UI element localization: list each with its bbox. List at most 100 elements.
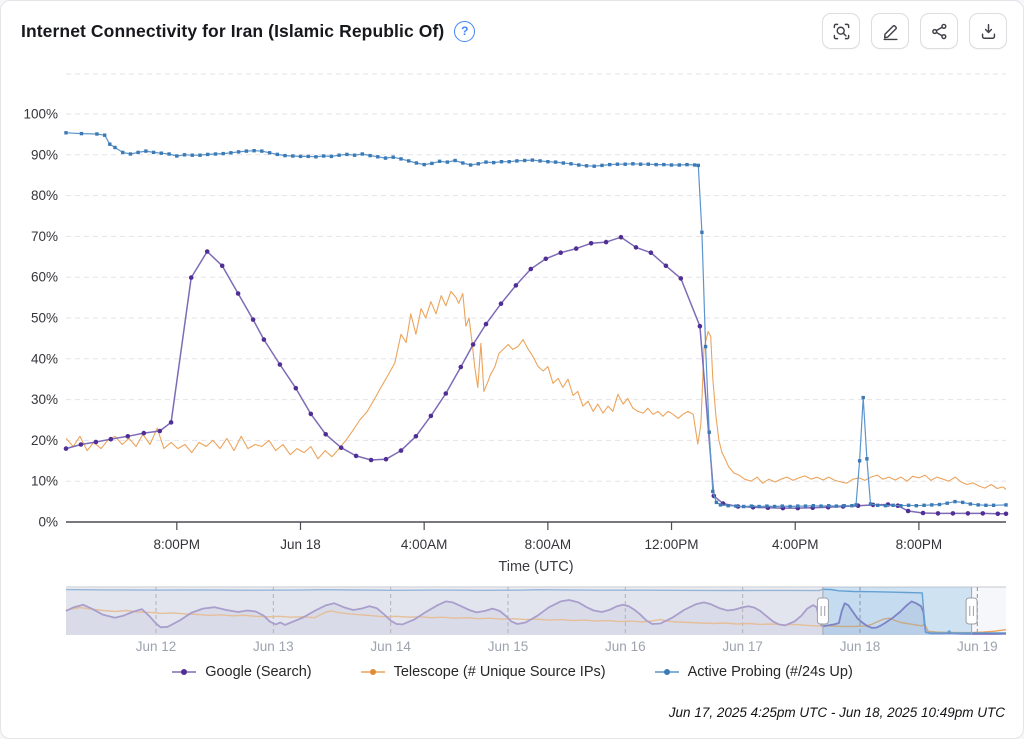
active-probing-marker bbox=[685, 162, 689, 167]
google-marker bbox=[188, 275, 194, 280]
active-probing-marker bbox=[796, 504, 800, 508]
active-probing-marker bbox=[922, 503, 926, 507]
active-probing-marker bbox=[407, 159, 411, 163]
active-probing-marker bbox=[677, 163, 681, 167]
active-probing-marker bbox=[329, 154, 334, 159]
active-probing-marker bbox=[95, 132, 99, 136]
active-probing-marker bbox=[252, 149, 256, 153]
active-probing-marker bbox=[314, 155, 318, 159]
active-probing-marker bbox=[638, 162, 643, 166]
active-probing-marker bbox=[352, 153, 357, 157]
active-probing-marker bbox=[322, 154, 326, 158]
navigator-mask-left bbox=[66, 587, 823, 635]
active-probing-marker bbox=[175, 154, 179, 158]
legend-label: Telescope (# Unique Source IPs) bbox=[393, 664, 606, 680]
series-line-active-probing bbox=[65, 132, 1007, 508]
series-line-telescope bbox=[65, 290, 1007, 490]
active-probing-marker bbox=[151, 150, 156, 155]
google-marker bbox=[157, 428, 163, 434]
active-probing-marker bbox=[368, 153, 372, 158]
google-marker bbox=[648, 250, 654, 255]
active-probing-marker bbox=[803, 504, 808, 508]
series-line-google bbox=[65, 236, 1006, 515]
active-probing-marker bbox=[891, 503, 895, 507]
google-marker bbox=[413, 434, 419, 439]
active-probing-marker bbox=[937, 502, 942, 507]
active-probing-marker bbox=[749, 504, 754, 508]
active-probing-marker bbox=[453, 158, 457, 163]
google-marker bbox=[235, 291, 241, 296]
y-axis-tick-label: 100% bbox=[23, 107, 58, 122]
active-probing-marker bbox=[631, 162, 635, 166]
navigator-handle-right[interactable] bbox=[965, 597, 978, 625]
google-marker bbox=[368, 457, 374, 463]
active-probing-marker bbox=[788, 504, 792, 509]
google-marker bbox=[483, 321, 489, 327]
share-icon bbox=[931, 23, 946, 39]
active-probing-marker bbox=[780, 504, 784, 508]
toolbar bbox=[822, 13, 1023, 49]
active-probing-marker bbox=[734, 504, 738, 508]
navigator-day-label: Jun 13 bbox=[253, 639, 294, 654]
active-probing-marker bbox=[306, 154, 310, 159]
main-timeseries-chart[interactable]: 0% 10% 20% 30% 40% 50% 60% 70% 80% 90% 100% 8:00PM J… bbox=[1, 61, 1024, 581]
google-marker bbox=[141, 430, 147, 436]
active-probing-marker bbox=[64, 131, 68, 135]
legend-item-google[interactable]: Google (Search) bbox=[171, 664, 312, 680]
share-button[interactable] bbox=[920, 13, 958, 49]
active-probing-marker bbox=[662, 162, 666, 167]
active-probing-marker bbox=[108, 142, 112, 146]
active-probing-marker bbox=[198, 153, 202, 157]
active-probing-marker bbox=[854, 503, 858, 507]
google-marker bbox=[935, 511, 941, 516]
circled-question-icon[interactable]: ? bbox=[454, 20, 476, 42]
legend-item-telescope[interactable]: Telescope (# Unique Source IPs) bbox=[360, 664, 606, 680]
active-probing-marker bbox=[507, 160, 511, 164]
x-axis-tick-label: 4:00AM bbox=[401, 537, 448, 552]
navigator-chart[interactable]: Jun 12 Jun 13 Jun 14 Jun 15 Jun 16 Jun 17 Jun … bbox=[1, 581, 1024, 673]
google-marker bbox=[383, 456, 389, 462]
annotate-pencil-icon bbox=[882, 24, 898, 40]
active-probing-marker bbox=[167, 152, 171, 156]
google-marker bbox=[443, 391, 449, 396]
navigator-selection[interactable] bbox=[822, 587, 972, 635]
google-marker bbox=[965, 511, 971, 516]
active-probing-marker bbox=[515, 159, 519, 163]
zoom-preview-button[interactable] bbox=[822, 13, 860, 49]
active-probing-marker bbox=[961, 500, 965, 505]
active-probing-marker bbox=[703, 344, 708, 349]
active-probing-marker bbox=[337, 153, 341, 157]
active-probing-marker bbox=[213, 152, 218, 156]
active-probing-marker bbox=[857, 459, 862, 463]
google-marker bbox=[204, 249, 210, 254]
navigator-handle-left[interactable] bbox=[816, 597, 829, 625]
active-probing-marker bbox=[159, 151, 163, 155]
active-probing-marker bbox=[757, 504, 761, 509]
x-axis-tick-label: 12:00PM bbox=[645, 537, 699, 552]
google-marker bbox=[323, 432, 329, 437]
annotate-button[interactable] bbox=[871, 13, 909, 49]
active-probing-marker bbox=[376, 155, 380, 159]
active-probing-marker bbox=[976, 503, 980, 507]
active-probing-marker bbox=[492, 160, 496, 165]
x-axis-tick-label: 8:00PM bbox=[896, 537, 943, 552]
active-probing-marker bbox=[772, 504, 777, 509]
active-probing-marker bbox=[275, 152, 279, 157]
legend-marker-icon bbox=[654, 669, 679, 675]
navigator-day-label: Jun 15 bbox=[488, 639, 529, 654]
active-probing-marker bbox=[236, 150, 241, 154]
download-button[interactable] bbox=[969, 13, 1007, 49]
active-probing-marker bbox=[182, 153, 187, 157]
active-probing-marker bbox=[876, 503, 880, 507]
active-probing-marker bbox=[742, 504, 746, 509]
active-probing-marker bbox=[819, 504, 823, 508]
legend-item-active-probing[interactable]: Active Probing (#/24s Up) bbox=[654, 664, 853, 680]
x-axis-tick-label: 8:00AM bbox=[525, 537, 572, 552]
active-probing-marker bbox=[842, 504, 846, 508]
active-probing-marker bbox=[391, 155, 395, 159]
active-probing-marker bbox=[267, 151, 272, 155]
active-probing-marker bbox=[584, 164, 589, 168]
active-probing-marker bbox=[608, 162, 612, 167]
active-probing-marker bbox=[144, 149, 148, 153]
google-marker bbox=[78, 442, 84, 447]
